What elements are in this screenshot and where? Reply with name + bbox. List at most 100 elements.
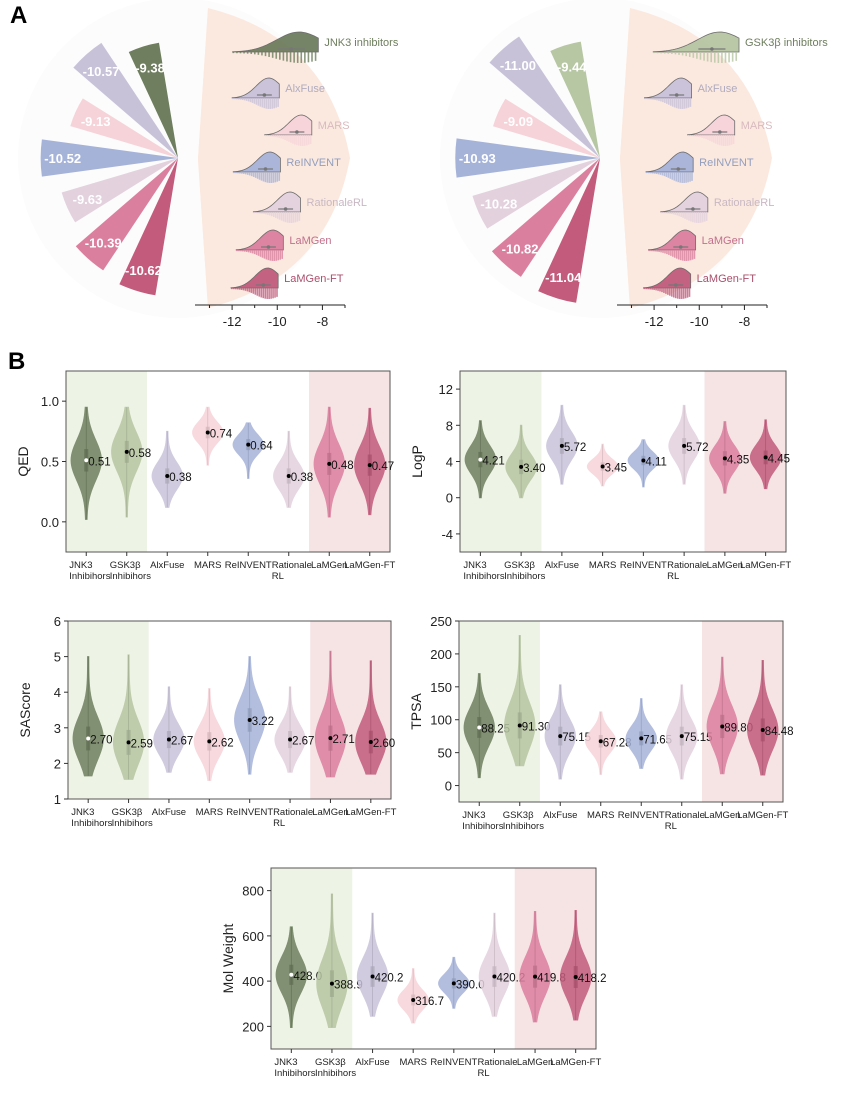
y-tick-label: 250 [430,614,452,629]
ridgeline-histogram-bar [658,98,660,101]
violin-mean-point [682,443,687,448]
ridgeline-histogram-bar [671,288,673,297]
ridgeline-histogram-bar [253,98,256,104]
y-tick-label: 400 [242,974,264,989]
ridgeline-histogram-bar [314,52,317,61]
y-axis-label: Mol Weight [220,924,236,994]
ridgeline-histogram-bar [254,52,256,55]
x-tick-label: AlxFuse [545,560,579,571]
y-axis-label: QED [15,446,31,476]
ridgeline-histogram-bar [701,135,703,138]
ridgeline-histogram-bar [667,172,670,178]
ridgeline-histogram-bar [724,52,727,63]
plot-frame [270,867,597,1050]
reference-band [68,621,149,799]
ridgeline-histogram-bar [648,98,650,100]
ridgeline-histogram-bar [270,172,273,183]
ridgeline-histogram-bar [276,288,278,297]
y-tick-label: 8 [446,418,453,433]
ridgeline-histogram-bar [661,172,664,176]
plot-frame [458,620,784,803]
x-tick-label: Inhibihors [463,571,504,582]
ridgeline-histogram-bar [662,212,665,214]
violin-value-label: 2.62 [211,737,233,749]
ridgeline-density [235,229,284,251]
radial-bar-label: -10.57 [83,64,120,79]
ridgeline-histogram-bar [258,288,261,297]
ridgeline-histogram-bar [681,172,683,183]
y-tick-label: 0 [445,779,452,794]
violin-value-label: 0.58 [129,448,151,460]
ridgeline-histogram-bar [236,98,238,100]
ridgeline-histogram-bar [259,212,261,214]
violin-mean-point [165,473,170,478]
ridgeline-density [643,77,692,99]
ridgeline-histogram-bar [257,52,260,55]
radial-bar [75,158,178,271]
ridgeline-histogram-bar [276,172,279,182]
ridgeline-histogram-bar [303,135,306,146]
y-tick-label: 150 [430,680,452,695]
y-tick-label: 1.0 [41,394,59,409]
ridgeline-histogram-bar [654,250,656,252]
violin-value-label: 0.74 [210,429,233,441]
ridgeline-histogram-bar [253,212,255,214]
ridgeline-histogram-bar [664,250,666,254]
ridgeline-mean-point [674,93,679,97]
ridgeline-histogram-bar [255,98,258,105]
ridgeline-histogram-bar [267,250,270,261]
ridgeline-label: AlxFuse [285,83,325,95]
violin-mean-point [492,974,497,979]
x-tick-label: ReINVENT [225,560,272,571]
ridgeline-histogram-bar [689,135,692,137]
ridgeline-histogram-bar [277,250,280,261]
ridgeline-histogram-bar [309,135,312,144]
ridgeline-histogram-bar [674,250,676,258]
radial-bar [128,42,178,158]
x-tick-label: GSK3β [112,807,143,818]
x-tick-label: -12 [645,314,664,329]
radial-bar [550,41,600,158]
y-tick-label: 2 [54,756,61,771]
ridgeline-histogram-bar [236,250,238,252]
ridgeline-histogram-bar [269,98,272,109]
violin-mean-point [451,981,456,986]
ridgeline-histogram-bar [261,98,264,108]
ridgeline-histogram-bar [683,172,685,183]
ridgeline-histogram-bar [685,52,687,57]
y-tick-label: 4 [54,685,61,700]
x-tick-label: -12 [223,314,242,329]
violin-mean-point [517,723,522,728]
ridgeline-histogram-bar [292,135,294,144]
ridgeline-histogram-bar [728,135,731,146]
ridgeline-histogram-bar [274,172,277,183]
ridgeline-histogram-bar [264,52,267,57]
radial-bar [70,98,178,158]
ridgeline-histogram-bar [679,98,682,109]
ridgeline-histogram-bar [720,135,723,146]
ridgeline-histogram-bar [262,288,265,299]
ridgeline-histogram-bar [264,288,266,299]
violin-value-label: 4.11 [645,457,667,469]
violin-mean-point [289,972,294,977]
radial-bar-label: -10.93 [459,151,496,166]
x-tick-label: LaMGen-FT [737,810,788,821]
ridgeline-histogram-bar [266,172,269,183]
x-tick-label: Rationale [477,1057,517,1068]
violin-value-label: 2.59 [131,738,153,750]
x-tick-label: Rationale [272,560,312,571]
ridgeline-histogram-bar [258,172,261,180]
ridgeline-histogram-bar [271,250,274,261]
x-tick-label: Inhibihors [315,1068,356,1079]
ridgeline-histogram-bar [670,212,673,214]
ridgeline-histogram-bar [644,98,646,100]
panel-b-label: B [8,348,26,375]
ridgeline-histogram-bar [693,250,696,259]
ridgeline-histogram-bar [263,250,266,259]
ridgeline-histogram-bar [234,98,236,100]
ridgeline-histogram-bar [691,250,694,260]
ridgeline-histogram-bar [655,288,657,291]
ridgeline-histogram-bar [289,52,292,63]
ridgeline-label: ReINVENT [286,157,341,169]
lamgen-band [310,621,391,799]
